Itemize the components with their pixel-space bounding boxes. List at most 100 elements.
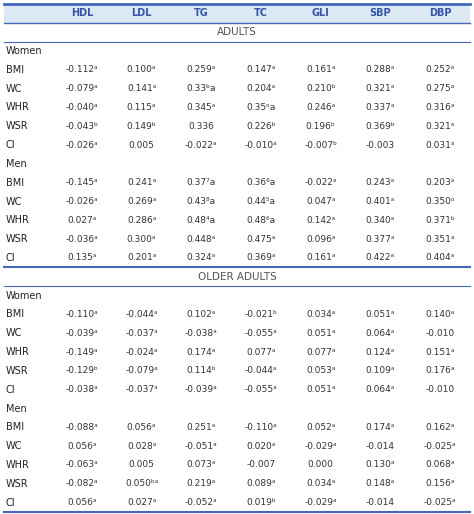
Text: -0.149ᵃ: -0.149ᵃ <box>65 347 98 357</box>
Text: -0.026ᵃ: -0.026ᵃ <box>65 141 98 150</box>
Text: 0.33ᵇa: 0.33ᵇa <box>187 84 216 93</box>
Text: -0.003: -0.003 <box>366 141 395 150</box>
Text: 0.371ᵇ: 0.371ᵇ <box>425 216 455 225</box>
Text: 0.149ᵇ: 0.149ᵇ <box>127 122 156 131</box>
Text: -0.145ᵃ: -0.145ᵃ <box>65 178 98 187</box>
Text: 0.064ᵃ: 0.064ᵃ <box>366 385 395 394</box>
Text: 0.241ᵃ: 0.241ᵃ <box>127 178 156 187</box>
Text: DBP: DBP <box>429 8 451 19</box>
Text: WHR: WHR <box>6 102 30 113</box>
Text: -0.052ᵃ: -0.052ᵃ <box>185 498 218 507</box>
Text: -0.039ᵃ: -0.039ᵃ <box>65 329 98 338</box>
Text: Men: Men <box>6 159 27 169</box>
Text: 0.204ᵃ: 0.204ᵃ <box>246 84 275 93</box>
Text: 0.053ᵃ: 0.053ᵃ <box>306 366 336 375</box>
Text: 0.019ᵇ: 0.019ᵇ <box>246 498 276 507</box>
Text: 0.056ᵃ: 0.056ᵃ <box>67 442 97 451</box>
Text: -0.010: -0.010 <box>426 385 455 394</box>
Text: 0.377ᵃ: 0.377ᵃ <box>365 235 395 244</box>
Text: 0.130ᵃ: 0.130ᵃ <box>365 461 395 469</box>
Text: 0.102ᵃ: 0.102ᵃ <box>187 310 216 319</box>
Text: 0.286ᵃ: 0.286ᵃ <box>127 216 156 225</box>
Text: -0.038ᵃ: -0.038ᵃ <box>185 329 218 338</box>
Text: 0.124ᵃ: 0.124ᵃ <box>366 347 395 357</box>
Text: 0.028ᵃ: 0.028ᵃ <box>127 442 156 451</box>
Text: CI: CI <box>6 140 16 150</box>
Text: -0.112ᵃ: -0.112ᵃ <box>65 65 98 75</box>
Text: 0.251ᵃ: 0.251ᵃ <box>187 423 216 432</box>
Text: -0.110ᵃ: -0.110ᵃ <box>65 310 98 319</box>
Text: 0.226ᵇ: 0.226ᵇ <box>246 122 276 131</box>
Text: WSR: WSR <box>6 366 28 376</box>
Text: -0.022ᵃ: -0.022ᵃ <box>185 141 218 150</box>
Text: -0.025ᵃ: -0.025ᵃ <box>424 442 456 451</box>
Text: -0.129ᵇ: -0.129ᵇ <box>65 366 98 375</box>
Text: WC: WC <box>6 196 22 207</box>
Text: 0.052ᵃ: 0.052ᵃ <box>306 423 336 432</box>
Text: -0.043ᵇ: -0.043ᵇ <box>65 122 98 131</box>
Text: 0.203ᵃ: 0.203ᵃ <box>426 178 455 187</box>
Text: 0.148ᵃ: 0.148ᵃ <box>366 479 395 488</box>
Text: WSR: WSR <box>6 234 28 244</box>
Text: 0.43⁸a: 0.43⁸a <box>187 197 216 206</box>
Text: OLDER ADULTS: OLDER ADULTS <box>198 272 276 282</box>
Text: 0.100ᵃ: 0.100ᵃ <box>127 65 156 75</box>
Text: 0.156ᵃ: 0.156ᵃ <box>425 479 455 488</box>
Text: WSR: WSR <box>6 479 28 489</box>
Text: 0.034ᵃ: 0.034ᵃ <box>306 479 336 488</box>
Text: WC: WC <box>6 84 22 94</box>
Text: WSR: WSR <box>6 121 28 131</box>
Text: 0.135ᵃ: 0.135ᵃ <box>67 253 97 263</box>
Text: -0.037ᵃ: -0.037ᵃ <box>125 329 158 338</box>
Text: 0.005: 0.005 <box>128 461 155 469</box>
Text: Women: Women <box>6 46 43 56</box>
Text: -0.010ᵃ: -0.010ᵃ <box>245 141 277 150</box>
Text: 0.147ᵃ: 0.147ᵃ <box>246 65 276 75</box>
Text: 0.115ᵃ: 0.115ᵃ <box>127 103 156 112</box>
Text: BMI: BMI <box>6 178 24 188</box>
Text: -0.044ᵃ: -0.044ᵃ <box>245 366 277 375</box>
Text: -0.063ᵃ: -0.063ᵃ <box>65 461 98 469</box>
Text: 0.050ᵇᵃ: 0.050ᵇᵃ <box>125 479 158 488</box>
Text: ADULTS: ADULTS <box>217 27 257 37</box>
Text: 0.35ᵒa: 0.35ᵒa <box>246 103 276 112</box>
Text: 0.047ᵃ: 0.047ᵃ <box>306 197 336 206</box>
Text: 0.000: 0.000 <box>308 461 334 469</box>
Text: 0.288ᵃ: 0.288ᵃ <box>366 65 395 75</box>
Text: 0.404ᵃ: 0.404ᵃ <box>426 253 455 263</box>
Text: 0.056ᵃ: 0.056ᵃ <box>67 498 97 507</box>
Text: 0.259ᵃ: 0.259ᵃ <box>187 65 216 75</box>
Text: 0.369ᵇ: 0.369ᵇ <box>365 122 395 131</box>
Text: 0.027ᵃ: 0.027ᵃ <box>67 216 97 225</box>
Text: CI: CI <box>6 498 16 508</box>
Text: 0.114ᵇ: 0.114ᵇ <box>186 366 216 375</box>
Text: 0.089ᵃ: 0.089ᵃ <box>246 479 276 488</box>
Text: Women: Women <box>6 290 43 301</box>
Text: -0.014: -0.014 <box>366 442 395 451</box>
Text: -0.051ᵃ: -0.051ᵃ <box>185 442 218 451</box>
Text: TC: TC <box>254 8 268 19</box>
Text: -0.026ᵃ: -0.026ᵃ <box>65 197 98 206</box>
Text: SBP: SBP <box>370 8 391 19</box>
Text: 0.475ᵃ: 0.475ᵃ <box>246 235 276 244</box>
Text: 0.077ᵃ: 0.077ᵃ <box>306 347 336 357</box>
Text: -0.036ᵃ: -0.036ᵃ <box>65 235 98 244</box>
Text: 0.324ᵃ: 0.324ᵃ <box>187 253 216 263</box>
Text: 0.151ᵃ: 0.151ᵃ <box>425 347 455 357</box>
Text: 0.073ᵃ: 0.073ᵃ <box>187 461 216 469</box>
Text: 0.336: 0.336 <box>188 122 214 131</box>
Text: -0.040ᵃ: -0.040ᵃ <box>65 103 98 112</box>
Text: 0.056ᵃ: 0.056ᵃ <box>127 423 156 432</box>
Text: LDL: LDL <box>131 8 152 19</box>
Text: WHR: WHR <box>6 347 30 357</box>
Text: -0.025ᵃ: -0.025ᵃ <box>424 498 456 507</box>
Text: 0.109ᵃ: 0.109ᵃ <box>365 366 395 375</box>
Text: 0.176ᵃ: 0.176ᵃ <box>425 366 455 375</box>
Text: -0.079ᵃ: -0.079ᵃ <box>65 84 98 93</box>
Text: 0.422ᵃ: 0.422ᵃ <box>366 253 395 263</box>
Text: -0.110ᵃ: -0.110ᵃ <box>245 423 277 432</box>
Text: 0.252ᵃ: 0.252ᵃ <box>426 65 455 75</box>
Text: 0.034ᵃ: 0.034ᵃ <box>306 310 336 319</box>
Text: 0.051ᵃ: 0.051ᵃ <box>365 310 395 319</box>
Text: WC: WC <box>6 441 22 451</box>
